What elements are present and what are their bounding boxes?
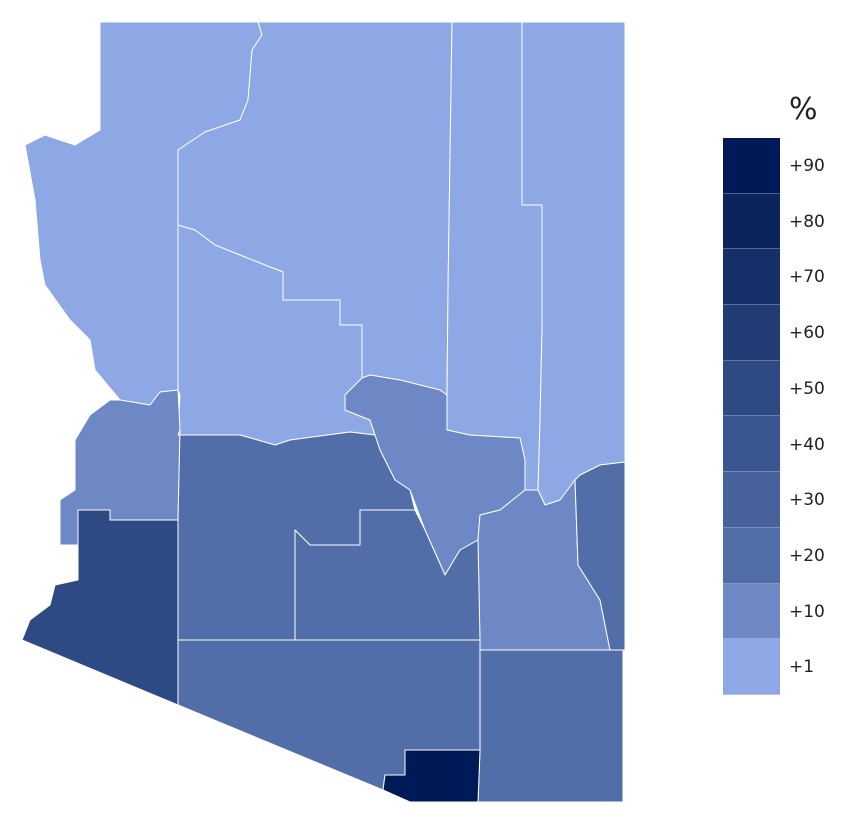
legend-label: +80 — [789, 211, 825, 232]
legend-swatch — [723, 138, 780, 194]
legend-label: +10 — [789, 601, 825, 622]
legend-label: +70 — [789, 267, 825, 288]
legend-swatch — [723, 527, 780, 584]
region-yuma[interactable] — [21, 509, 179, 706]
legend-label: +30 — [789, 490, 825, 511]
legend-label: +1 — [789, 657, 815, 678]
legend-label: +90 — [789, 156, 825, 176]
legend-label: +20 — [789, 545, 825, 566]
legend-swatch — [723, 305, 780, 361]
legend-label: +50 — [789, 378, 825, 399]
legend-label: +40 — [789, 434, 825, 455]
legend-swatch — [723, 583, 780, 640]
legend-color-scale — [723, 138, 780, 695]
legend-swatch — [723, 416, 780, 473]
legend-swatch — [723, 472, 780, 528]
region-santa-cruz[interactable] — [382, 749, 481, 803]
legend-label: +60 — [789, 323, 825, 344]
legend-swatch — [723, 360, 780, 417]
legend-swatch — [723, 193, 780, 250]
legend-swatch — [723, 639, 780, 695]
region-cochise[interactable] — [477, 649, 624, 803]
legend-swatch — [723, 249, 780, 306]
region-greenlee[interactable] — [574, 461, 626, 651]
legend-title: % — [789, 92, 818, 127]
